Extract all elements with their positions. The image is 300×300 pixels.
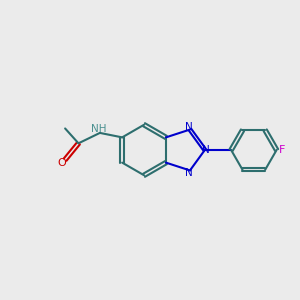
Text: N: N — [184, 168, 192, 178]
Text: O: O — [57, 158, 66, 168]
Text: N: N — [184, 122, 192, 132]
Text: F: F — [279, 145, 285, 155]
Text: N: N — [202, 145, 210, 155]
Text: NH: NH — [91, 124, 106, 134]
